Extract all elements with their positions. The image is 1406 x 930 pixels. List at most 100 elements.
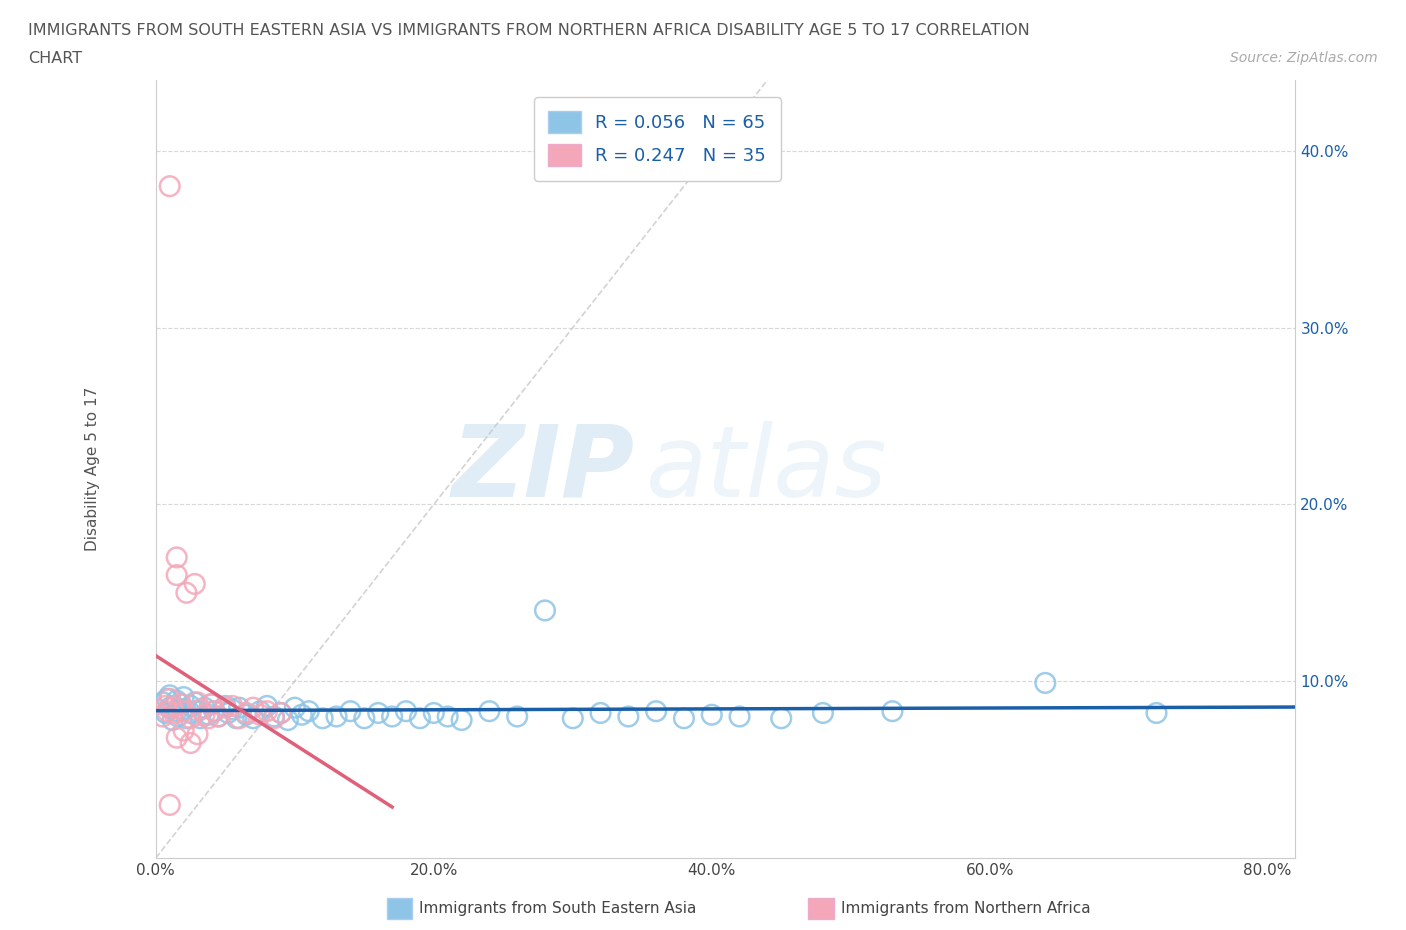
Point (339, 704, 361, 719)
Point (180, 736, 202, 751)
Point (395, 704, 418, 719)
Point (193, 708, 215, 723)
Point (270, 706, 292, 721)
Point (242, 700, 264, 715)
Point (155, 698, 177, 713)
Point (166, 567, 188, 582)
Point (184, 695, 207, 710)
Text: Source: ZipAtlas.com: Source: ZipAtlas.com (1230, 51, 1378, 65)
Point (882, 704, 904, 719)
Text: Immigrants from South Eastern Asia: Immigrants from South Eastern Asia (419, 901, 696, 916)
Point (188, 711, 211, 725)
Point (353, 711, 375, 725)
Point (298, 704, 321, 719)
Point (263, 711, 285, 725)
Point (152, 695, 174, 710)
Text: CHART: CHART (28, 51, 82, 66)
Point (249, 708, 271, 723)
Point (159, 691, 181, 706)
Point (180, 698, 202, 713)
Point (207, 709, 229, 724)
Point (200, 697, 222, 711)
Point (1146, 706, 1168, 721)
Point (506, 709, 529, 724)
Point (367, 706, 389, 721)
Point (159, 688, 181, 703)
Point (409, 711, 432, 725)
Point (811, 706, 834, 721)
Point (162, 700, 184, 715)
Point (589, 706, 612, 721)
Point (423, 706, 446, 721)
Point (180, 711, 202, 725)
Point (325, 709, 347, 724)
Point (197, 708, 219, 723)
Point (159, 179, 181, 193)
Point (645, 704, 668, 719)
Point (173, 690, 195, 705)
Point (162, 712, 184, 727)
Point (166, 704, 188, 719)
Point (228, 711, 250, 725)
Point (167, 709, 190, 724)
Point (173, 724, 195, 738)
Point (256, 704, 278, 719)
Point (193, 700, 215, 715)
Point (197, 711, 219, 725)
Point (166, 550, 188, 565)
Point (156, 691, 179, 706)
Y-axis label: Disability Age 5 to 17: Disability Age 5 to 17 (86, 387, 100, 551)
Point (170, 697, 193, 711)
Legend: R = 0.056   N = 65, R = 0.247   N = 35: R = 0.056 N = 65, R = 0.247 N = 35 (534, 97, 780, 180)
Point (284, 700, 307, 715)
Point (291, 708, 314, 723)
Point (242, 711, 264, 725)
Point (159, 797, 181, 812)
Point (187, 704, 209, 719)
Point (202, 704, 225, 719)
Point (214, 698, 236, 713)
Point (235, 706, 257, 721)
Point (152, 709, 174, 724)
Point (478, 704, 501, 719)
Text: Immigrants from Northern Africa: Immigrants from Northern Africa (841, 901, 1091, 916)
Point (617, 709, 640, 724)
Point (184, 577, 207, 591)
Point (228, 700, 250, 715)
Point (534, 603, 557, 618)
Point (728, 709, 751, 724)
Text: ZIP: ZIP (451, 420, 634, 517)
Point (188, 702, 211, 717)
Point (200, 697, 222, 711)
Point (176, 585, 198, 600)
Point (173, 704, 195, 719)
Point (277, 712, 299, 727)
Point (225, 711, 247, 725)
Point (700, 708, 723, 723)
Point (156, 704, 179, 719)
Text: atlas: atlas (645, 420, 887, 517)
Point (166, 730, 188, 745)
Point (217, 706, 239, 721)
Point (270, 706, 292, 721)
Point (221, 698, 243, 713)
Point (561, 711, 583, 725)
Point (166, 693, 188, 708)
Point (672, 711, 695, 725)
Point (381, 709, 404, 724)
Point (311, 711, 333, 725)
Point (155, 706, 177, 721)
Point (214, 700, 236, 715)
Point (436, 709, 458, 724)
Point (1033, 675, 1056, 690)
Point (176, 711, 198, 725)
Point (450, 712, 472, 727)
Point (221, 702, 243, 717)
Point (163, 698, 186, 713)
Point (163, 706, 186, 721)
Point (256, 698, 278, 713)
Point (249, 704, 271, 719)
Point (770, 711, 793, 725)
Text: IMMIGRANTS FROM SOUTH EASTERN ASIA VS IMMIGRANTS FROM NORTHERN AFRICA DISABILITY: IMMIGRANTS FROM SOUTH EASTERN ASIA VS IM… (28, 23, 1029, 38)
Point (173, 702, 195, 717)
